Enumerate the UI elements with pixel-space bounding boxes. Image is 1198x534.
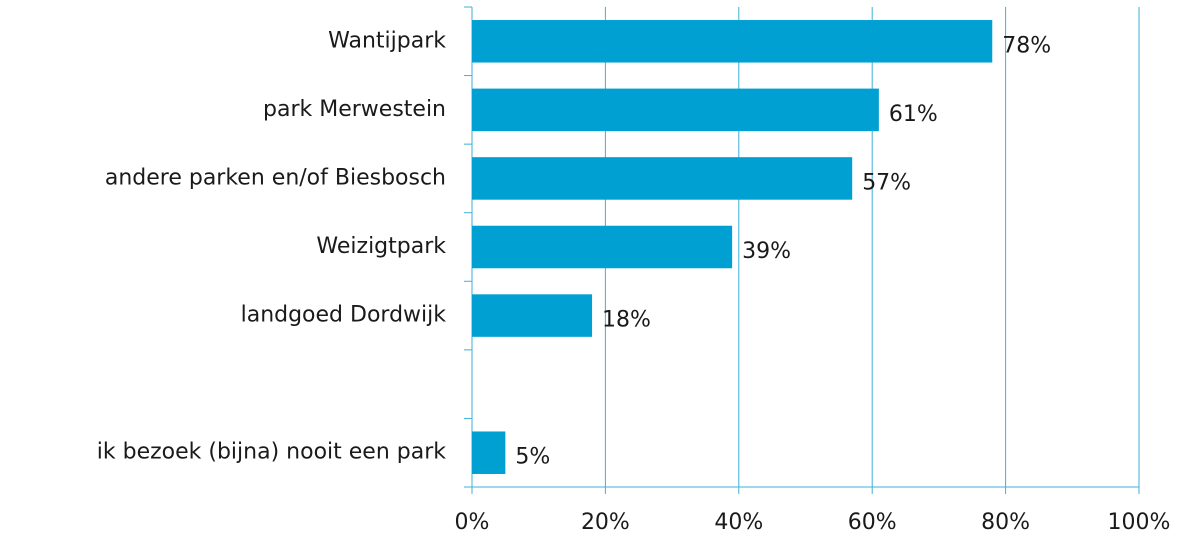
value-label: 39% [742,239,791,264]
value-label: 61% [889,102,938,127]
bar [472,225,733,269]
y-tick-label: landgoed Dordwijk [241,303,447,328]
y-tick-label: park Merwestein [263,97,446,122]
bar [472,157,853,200]
x-tick-label: 80% [981,510,1030,534]
x-tick-label: 100% [1108,510,1171,534]
bar [472,294,593,337]
x-tick-label: 0% [455,510,490,534]
x-tick-label: 60% [848,510,897,534]
x-tick-label: 20% [581,510,630,534]
y-tick-label: Weizigtpark [316,234,446,259]
value-label: 57% [862,170,911,195]
y-tick-label: andere parken en/of Biesbosch [105,165,446,190]
x-tick-label: 40% [714,510,763,534]
value-label: 78% [1002,33,1051,58]
bar [472,20,993,63]
bar [472,88,879,132]
y-tick-label: Wantijpark [328,28,446,53]
value-label: 5% [515,445,550,470]
value-label: 18% [602,308,651,333]
bar [472,431,506,474]
y-tick-label: ik bezoek (bijna) nooit een park [97,440,446,465]
